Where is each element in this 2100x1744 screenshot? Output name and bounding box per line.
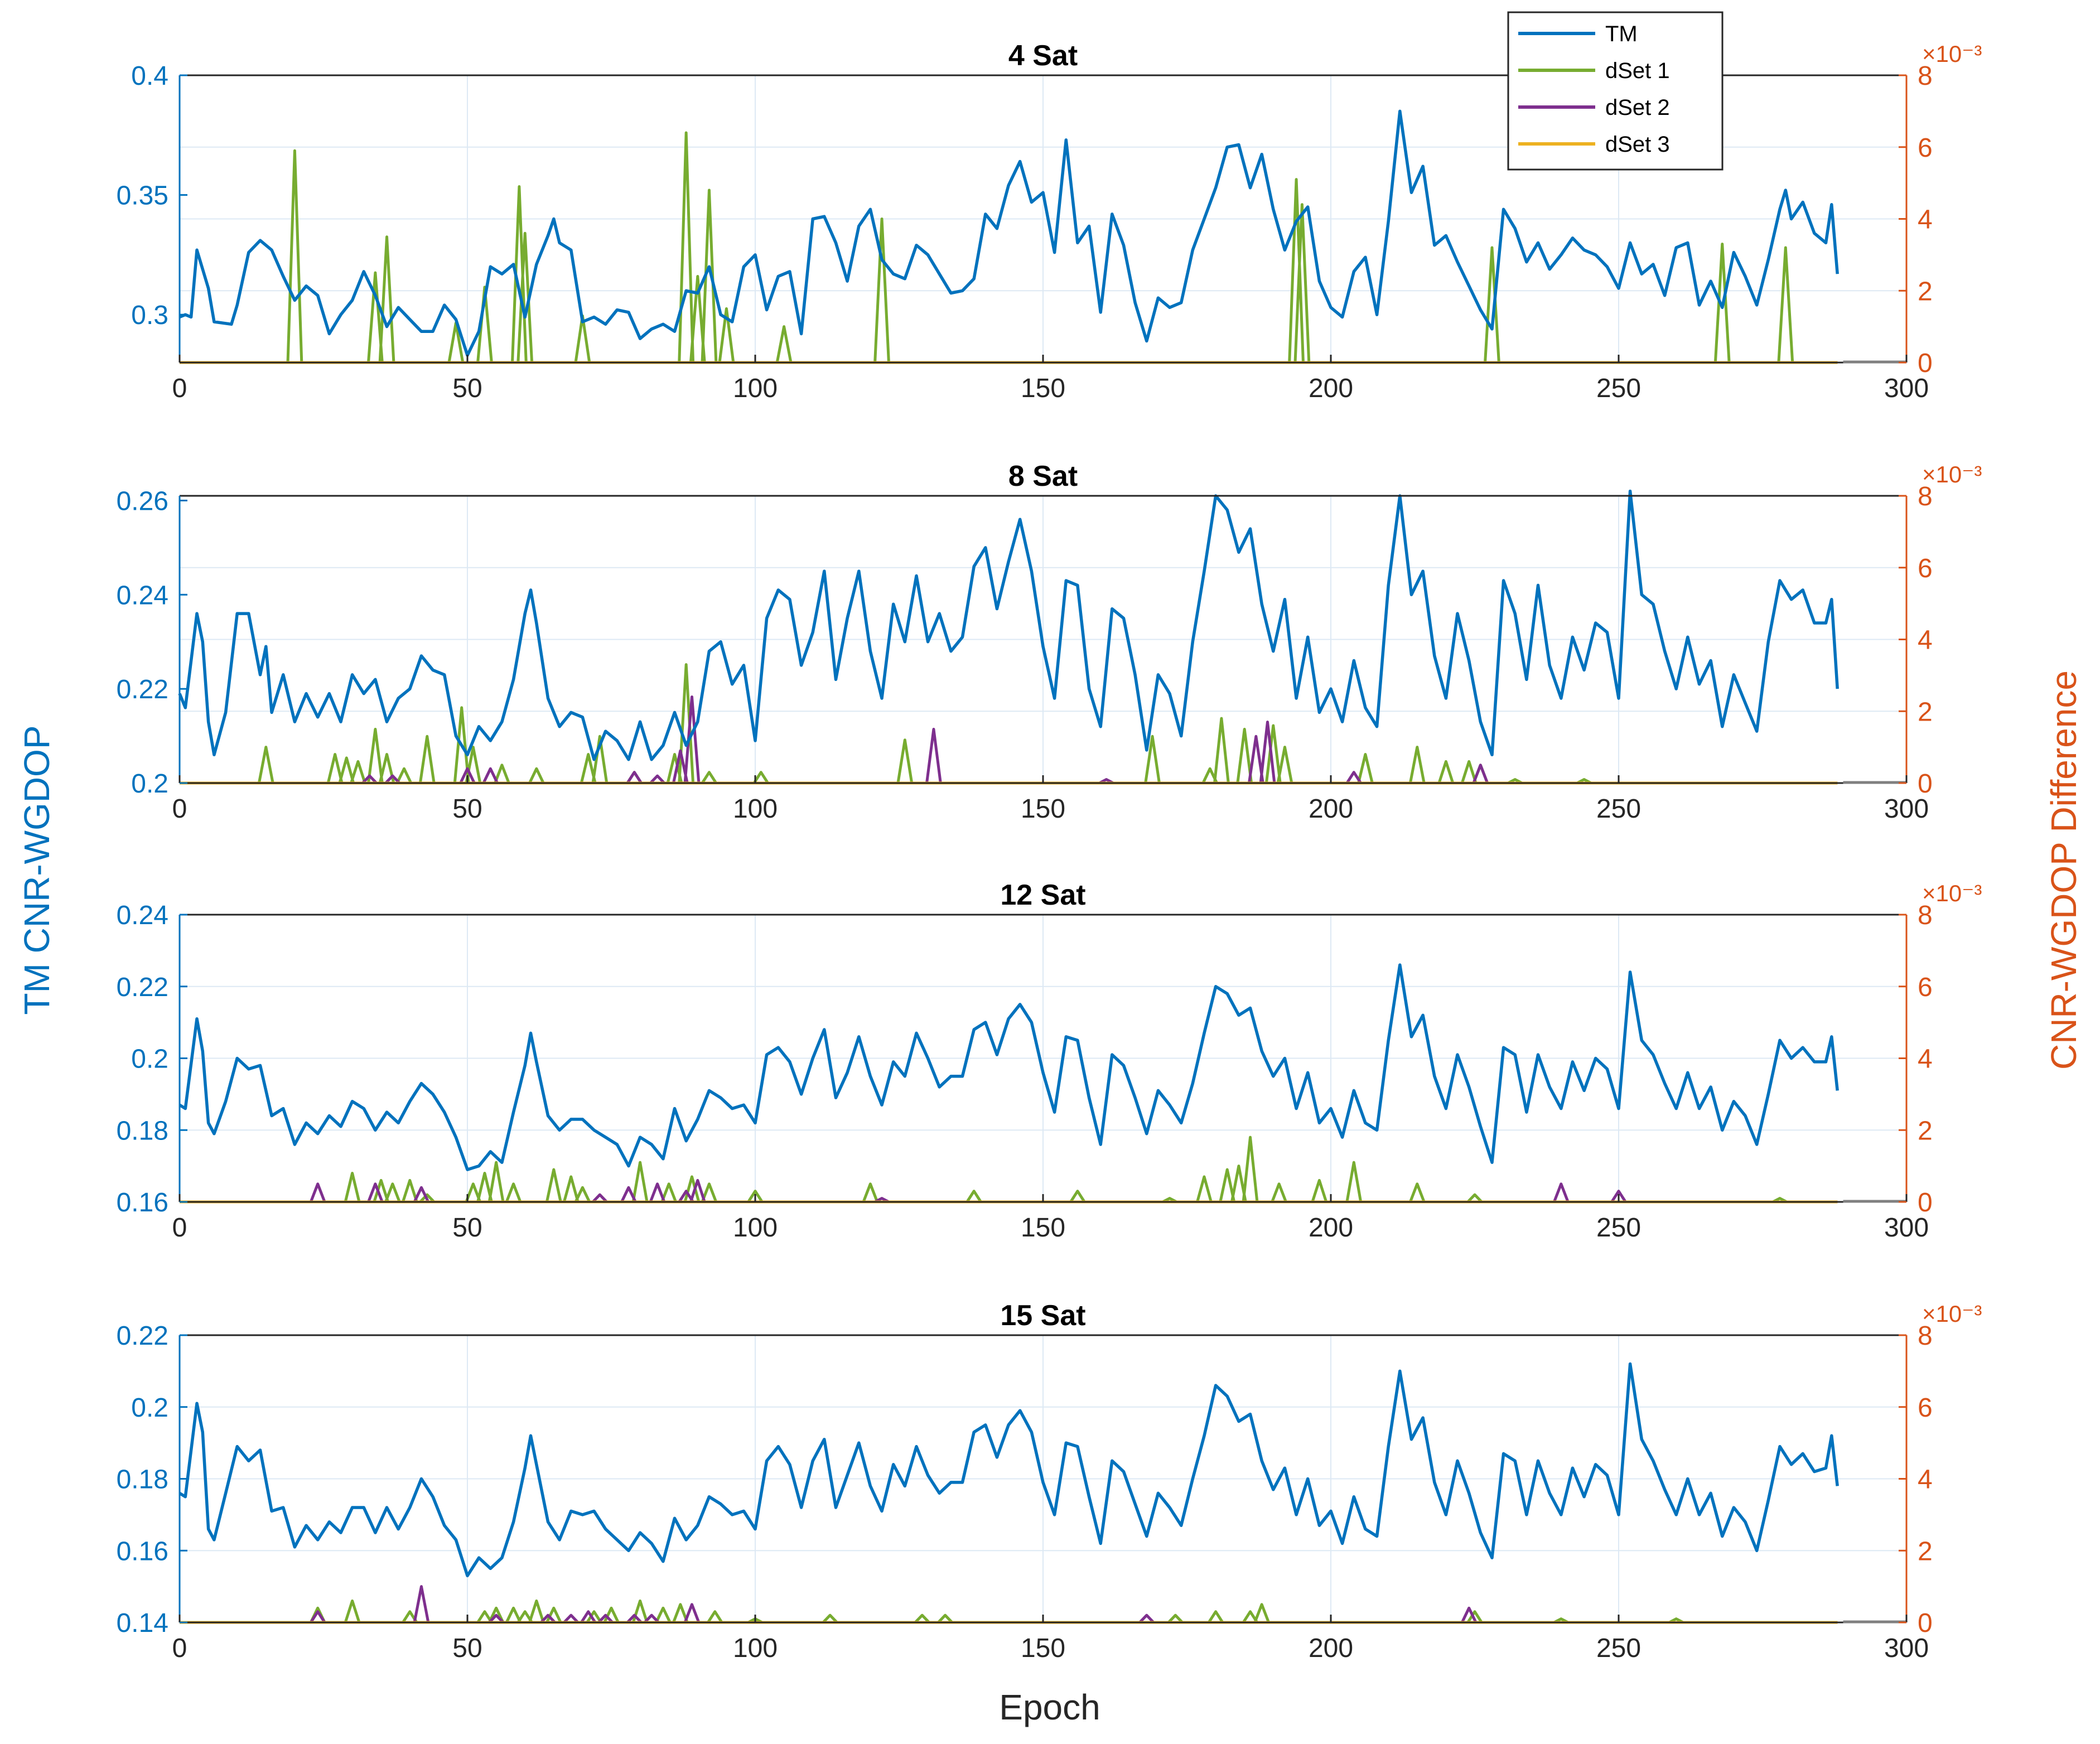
- x-tick-label: 250: [1596, 374, 1641, 403]
- y-left-tick-label: 0.3: [131, 301, 168, 330]
- y-right-tick-label: 0: [1918, 769, 1933, 799]
- x-tick-label: 150: [1021, 374, 1065, 403]
- series-line-tm: [178, 963, 1839, 1171]
- legend-label: dSet 3: [1605, 132, 1670, 157]
- x-tick-label: 300: [1884, 794, 1929, 824]
- y-left-tick-label: 0.2: [131, 1045, 168, 1074]
- y-left-tick-label: 0.22: [117, 675, 168, 704]
- y-left-tick-label: 0.16: [117, 1188, 168, 1218]
- y-right-tick-label: 2: [1918, 1116, 1933, 1146]
- y-left-tick-label: 0.2: [131, 1393, 168, 1423]
- x-tick-label: 250: [1596, 794, 1641, 824]
- series-line-dset-2: [180, 1178, 1838, 1204]
- x-tick-label: 0: [172, 374, 187, 403]
- y-left-tick-label: 0.24: [117, 901, 168, 930]
- x-tick-label: 150: [1021, 1213, 1065, 1243]
- x-tick-label: 200: [1309, 794, 1353, 824]
- x-tick-label: 250: [1596, 1213, 1641, 1243]
- ylabel-right: CNR-WGDOP Difference: [2044, 670, 2084, 1070]
- y-right-tick-label: 2: [1918, 277, 1933, 306]
- xlabel: Epoch: [999, 1687, 1100, 1727]
- y-left-tick-label: 0.26: [117, 486, 168, 516]
- panels-container: 0 50 100 150 200 250 3000.30.350.402468×10⁻³4 …: [117, 40, 1982, 1663]
- y-left-tick-label: 0.22: [117, 973, 168, 1002]
- x-tick-label: 300: [1884, 1634, 1929, 1663]
- series-line-dset-1: [180, 663, 1838, 785]
- y-left-tick-label: 0.2: [131, 769, 168, 799]
- y-right-tick-label: 8: [1918, 61, 1933, 91]
- legend-label: TM: [1605, 22, 1638, 46]
- x-tick-label: 100: [733, 374, 778, 403]
- y-right-tick-label: 6: [1918, 133, 1933, 163]
- x-tick-label: 0: [172, 1213, 187, 1243]
- series-line-tm: [178, 109, 1839, 357]
- y-left-tick-label: 0.4: [131, 61, 168, 91]
- y-right-exponent: ×10⁻³: [1922, 880, 1982, 906]
- ylabel-left: TM CNR-WGDOP: [17, 725, 57, 1014]
- y-right-tick-label: 8: [1918, 901, 1933, 930]
- x-tick-label: 50: [452, 1634, 482, 1663]
- x-tick-label: 0: [172, 1634, 187, 1663]
- x-tick-label: 100: [733, 794, 778, 824]
- x-tick-label: 300: [1884, 1213, 1929, 1243]
- x-tick-label: 50: [452, 374, 482, 403]
- y-right-tick-label: 6: [1918, 554, 1933, 583]
- y-right-tick-label: 4: [1918, 1045, 1933, 1074]
- y-right-tick-label: 8: [1918, 482, 1933, 511]
- x-tick-label: 50: [452, 1213, 482, 1243]
- panel-3: 0 50 100 150 200 250 300 0.16 0.18 0.2 0.22 0.24 0 2 4…: [117, 879, 1982, 1243]
- y-left-tick-label: 0.24: [117, 581, 168, 610]
- y-right-exponent: ×10⁻³: [1922, 1301, 1982, 1327]
- x-tick-label: 200: [1309, 1634, 1353, 1663]
- x-tick-label: 50: [452, 794, 482, 824]
- x-tick-label: 300: [1884, 374, 1929, 403]
- y-right-tick-label: 0: [1918, 349, 1933, 378]
- y-right-tick-label: 0: [1918, 1188, 1933, 1218]
- legend-label: dSet 1: [1605, 59, 1670, 83]
- panel-title: 15 Sat: [1000, 1299, 1085, 1332]
- panel-title: 4 Sat: [1008, 40, 1078, 72]
- y-right-tick-label: 2: [1918, 697, 1933, 727]
- x-tick-label: 200: [1309, 374, 1353, 403]
- y-left-tick-label: 0.16: [117, 1537, 168, 1566]
- y-right-tick-label: 0: [1918, 1608, 1933, 1638]
- y-left-tick-label: 0.14: [117, 1608, 168, 1638]
- y-right-exponent: ×10⁻³: [1922, 41, 1982, 67]
- y-left-tick-label: 0.18: [117, 1116, 168, 1146]
- y-right-tick-label: 4: [1918, 205, 1933, 235]
- x-tick-label: 0: [172, 794, 187, 824]
- y-right-tick-label: 4: [1918, 1465, 1933, 1495]
- legend-label: dSet 2: [1605, 95, 1670, 120]
- panel-title: 12 Sat: [1000, 879, 1085, 911]
- x-tick-label: 250: [1596, 1634, 1641, 1663]
- y-right-tick-label: 2: [1918, 1537, 1933, 1566]
- y-right-tick-label: 4: [1918, 626, 1933, 655]
- x-tick-label: 150: [1021, 794, 1065, 824]
- series-line-tm: [178, 489, 1839, 761]
- y-left-tick-label: 0.35: [117, 181, 168, 211]
- legend: TM dSet 1 dSet 2 dSet 3: [1507, 11, 1724, 171]
- y-right-tick-label: 6: [1918, 1393, 1933, 1423]
- x-tick-label: 200: [1309, 1213, 1353, 1243]
- y-left-tick-label: 0.22: [117, 1321, 168, 1351]
- panel-4: 0 50 100 150 200 250 300 0.14 0.16 0.18 0.2 0.22 0 2 4…: [117, 1299, 1982, 1663]
- x-tick-label: 100: [733, 1634, 778, 1663]
- x-tick-label: 100: [733, 1213, 778, 1243]
- panel-title: 8 Sat: [1008, 460, 1078, 492]
- y-right-exponent: ×10⁻³: [1922, 461, 1982, 487]
- y-left-tick-label: 0.18: [117, 1465, 168, 1495]
- y-right-tick-label: 6: [1918, 973, 1933, 1002]
- panel-2: 0 50 100 150 200 250 300 0.2 0.22 0.24 0.26 0 2 4 6 8×1…: [117, 460, 1982, 824]
- x-tick-label: 150: [1021, 1634, 1065, 1663]
- y-right-tick-label: 8: [1918, 1321, 1933, 1351]
- series-line-tm: [178, 1362, 1839, 1578]
